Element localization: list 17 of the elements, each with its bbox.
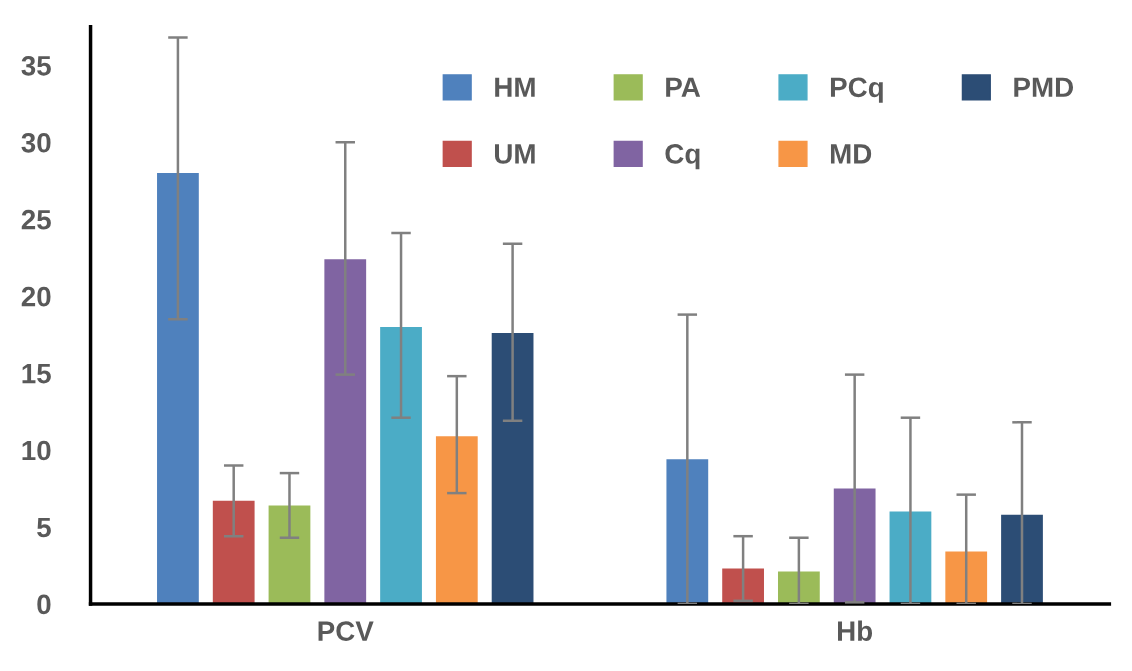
y-tick-label: 35: [21, 55, 51, 76]
y-tick-label: 0: [37, 594, 51, 615]
y-tick-label: 30: [21, 132, 51, 153]
legend-label: PMD: [1014, 77, 1073, 97]
legend-label: PCq: [830, 77, 883, 103]
legend-label: HM: [495, 77, 535, 97]
legend-label: PA: [666, 77, 701, 97]
y-tick-label: 20: [21, 286, 51, 307]
legend-label: MD: [830, 144, 872, 164]
y-tick-label: 5: [37, 517, 51, 538]
x-tick-label: Hb: [838, 620, 873, 641]
legend-label: UM: [495, 144, 535, 164]
x-tick-label: PCV: [318, 621, 374, 641]
y-tick-label: 25: [21, 209, 51, 230]
y-tick-label: 15: [22, 364, 51, 384]
y-tick-label: 10: [22, 440, 51, 461]
legend-label: Cq: [665, 144, 700, 170]
